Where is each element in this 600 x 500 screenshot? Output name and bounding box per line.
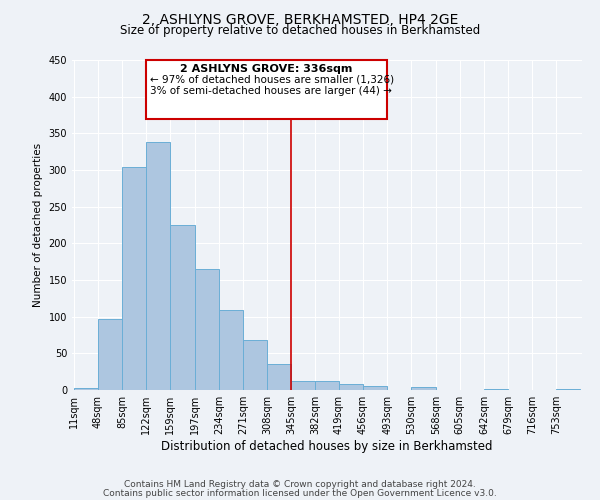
Bar <box>243 340 267 390</box>
Bar <box>363 386 387 390</box>
Bar <box>122 167 146 390</box>
Bar <box>74 388 98 390</box>
Y-axis label: Number of detached properties: Number of detached properties <box>33 143 43 307</box>
Text: Size of property relative to detached houses in Berkhamsted: Size of property relative to detached ho… <box>120 24 480 37</box>
Bar <box>556 388 580 390</box>
Text: 2, ASHLYNS GROVE, BERKHAMSTED, HP4 2GE: 2, ASHLYNS GROVE, BERKHAMSTED, HP4 2GE <box>142 12 458 26</box>
Bar <box>315 381 339 390</box>
Text: ← 97% of detached houses are smaller (1,326): ← 97% of detached houses are smaller (1,… <box>150 74 394 85</box>
Bar <box>219 310 243 390</box>
Bar <box>484 388 508 390</box>
Text: 3% of semi-detached houses are larger (44) →: 3% of semi-detached houses are larger (4… <box>150 86 392 96</box>
Bar <box>411 387 436 390</box>
Text: 2 ASHLYNS GROVE: 336sqm: 2 ASHLYNS GROVE: 336sqm <box>181 64 353 74</box>
Bar <box>291 381 315 390</box>
Bar <box>146 142 170 390</box>
Text: Contains public sector information licensed under the Open Government Licence v3: Contains public sector information licen… <box>103 488 497 498</box>
Bar <box>170 225 195 390</box>
Text: Contains HM Land Registry data © Crown copyright and database right 2024.: Contains HM Land Registry data © Crown c… <box>124 480 476 489</box>
X-axis label: Distribution of detached houses by size in Berkhamsted: Distribution of detached houses by size … <box>161 440 493 453</box>
FancyBboxPatch shape <box>146 60 387 118</box>
Bar <box>339 384 363 390</box>
Bar <box>195 269 219 390</box>
Bar <box>267 364 291 390</box>
Bar <box>98 319 122 390</box>
